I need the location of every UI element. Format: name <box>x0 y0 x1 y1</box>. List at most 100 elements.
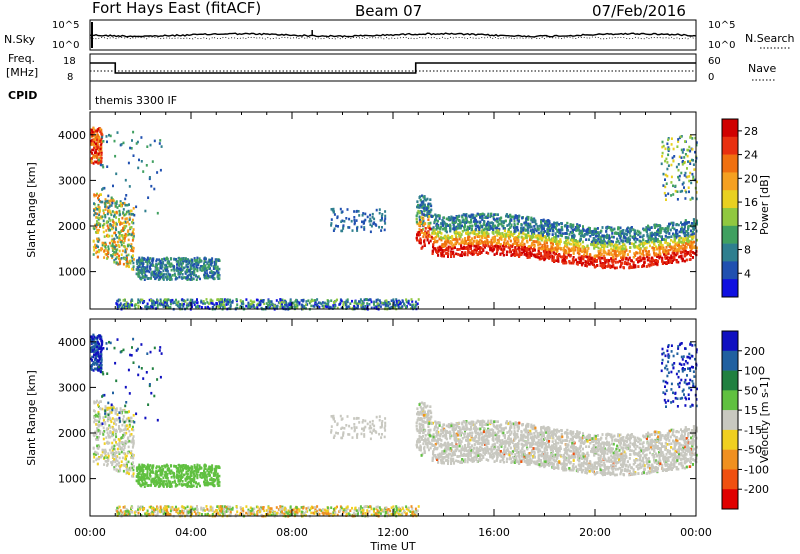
power-cell <box>481 233 484 236</box>
power-cell <box>116 236 119 239</box>
power-cell <box>169 299 172 302</box>
power-cell <box>249 299 252 303</box>
power-cell <box>436 219 439 223</box>
power-cell <box>132 237 135 240</box>
power-cell <box>353 222 356 226</box>
power-cell <box>176 301 179 304</box>
power-cell <box>94 146 97 149</box>
power-cell <box>358 300 360 303</box>
power-cell <box>203 264 206 267</box>
power-cell <box>144 260 147 263</box>
power-cell <box>588 259 591 263</box>
power-cell <box>107 194 110 198</box>
power-cell <box>187 261 190 264</box>
power-cell <box>612 235 615 239</box>
power-cell <box>185 260 188 263</box>
power-cell <box>137 298 140 301</box>
freq-tick-bottom: 8 <box>67 72 73 83</box>
power-cell <box>371 212 374 216</box>
power-cell <box>159 271 162 274</box>
freq-tick-top: 18 <box>63 56 76 67</box>
power-cell <box>624 245 627 249</box>
nsearch-label: N.Search <box>745 32 795 45</box>
power-cell <box>178 275 181 279</box>
power-cell <box>145 270 148 273</box>
power-cell <box>387 301 390 304</box>
power-cell <box>96 255 99 259</box>
power-cell <box>192 266 195 269</box>
power-cell <box>99 147 102 151</box>
power-cell <box>398 302 401 306</box>
power-cell <box>124 217 127 221</box>
power-cell <box>131 139 133 142</box>
power-cell <box>306 303 309 306</box>
power-cell <box>97 203 100 207</box>
power-cell <box>387 304 390 307</box>
power-cell <box>203 259 206 263</box>
power-cell <box>363 226 366 229</box>
power-cell <box>128 232 131 236</box>
power-cell <box>113 250 116 254</box>
power-cell <box>95 226 98 229</box>
power-cell <box>96 154 99 158</box>
power-cell <box>470 244 473 247</box>
power-cell <box>131 218 134 222</box>
power-cell <box>104 252 107 256</box>
power-cell <box>126 220 129 224</box>
power-cell <box>100 216 103 220</box>
power-cell <box>503 248 506 251</box>
power-cell <box>599 243 602 246</box>
power-cell <box>362 222 365 225</box>
power-cell <box>397 303 400 307</box>
power-cell <box>216 305 219 308</box>
power-cell <box>138 158 140 162</box>
power-cell <box>111 256 114 260</box>
power-cell <box>111 234 114 238</box>
power-cell <box>120 143 123 146</box>
power-cell <box>172 265 175 269</box>
power-cell <box>186 298 189 302</box>
power-cell <box>126 263 129 266</box>
power-cell <box>114 257 117 261</box>
power-cell <box>115 223 118 226</box>
power-cell <box>132 246 135 250</box>
power-cell <box>131 246 133 249</box>
power-cell <box>137 301 139 304</box>
power-cell <box>312 304 315 308</box>
power-cell <box>226 298 229 301</box>
power-cell <box>104 243 107 246</box>
power-cell <box>658 234 661 238</box>
power-cell <box>342 300 345 304</box>
power-cell <box>131 259 134 263</box>
power-cell <box>440 251 442 255</box>
power-cell <box>197 263 200 267</box>
power-cell <box>132 154 135 157</box>
power-cell <box>102 209 105 212</box>
power-cell <box>170 262 173 266</box>
power-cell <box>196 305 199 308</box>
power-cell <box>177 273 180 276</box>
power-cell <box>222 300 225 304</box>
power-cell <box>132 130 135 134</box>
power-cell <box>92 162 95 165</box>
power-cell <box>119 200 122 203</box>
power-cell <box>106 224 109 227</box>
power-cell <box>155 264 158 268</box>
power-cell <box>193 263 196 266</box>
power-cell <box>251 302 254 305</box>
power-cell <box>115 261 118 264</box>
power-cell <box>124 248 127 252</box>
power-cell <box>274 306 277 309</box>
power-cell <box>94 206 97 210</box>
power-cell <box>149 277 152 280</box>
power-cell <box>176 260 179 263</box>
power-cell <box>575 229 578 232</box>
power-cell <box>104 245 107 248</box>
power-cell <box>111 218 114 222</box>
power-cell <box>135 205 138 209</box>
power-cell <box>375 224 378 227</box>
power-cell <box>189 259 192 263</box>
nave-tick-bottom: 0 <box>708 72 714 83</box>
power-cell <box>176 277 179 280</box>
cpid-label: CPID <box>8 89 37 102</box>
